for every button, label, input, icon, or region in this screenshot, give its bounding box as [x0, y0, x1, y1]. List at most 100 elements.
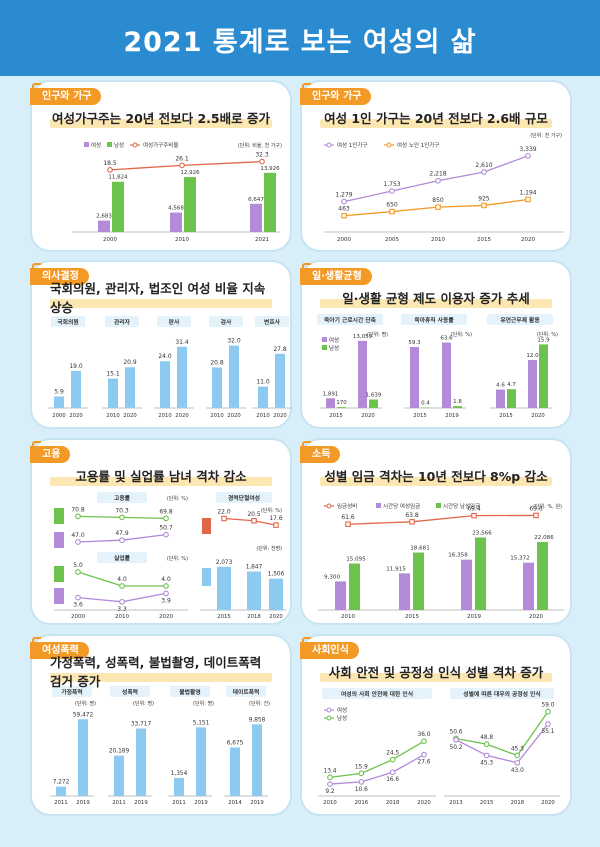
bar — [108, 378, 118, 408]
bar — [71, 370, 81, 408]
unit-label: (단위: %, 원) — [533, 503, 562, 510]
point-label: 70.8 — [71, 506, 85, 513]
bar-label: 9,300 — [324, 574, 340, 580]
point-label: 50.7 — [159, 525, 173, 532]
bar — [125, 367, 135, 408]
unit-label: (단위: %) — [167, 555, 188, 562]
point-label: 1,279 — [335, 192, 352, 199]
series-point — [389, 188, 395, 194]
legend-label: 여성 — [91, 141, 101, 149]
bar — [177, 346, 187, 408]
unemployment-female-point — [119, 598, 125, 605]
unit-label: (단위: 명) — [133, 700, 154, 707]
point-label: 27.6 — [418, 760, 431, 766]
group-header-bg — [487, 314, 553, 325]
group-header-bg — [322, 688, 432, 699]
unemployment-female-point — [75, 594, 81, 601]
ratio-line — [109, 160, 263, 171]
x-tick: 2020 — [175, 413, 189, 419]
x-tick: 2020 — [69, 413, 83, 419]
bar-label: 9,858 — [249, 717, 266, 723]
wage-ratio-line — [347, 514, 537, 525]
legend-swatch — [322, 345, 327, 350]
point-label: 43.0 — [511, 768, 524, 774]
unit-label: (단위: 천 가구) — [530, 132, 562, 139]
group-header: 국회의원 — [57, 318, 78, 326]
x-tick: 2011 — [112, 800, 125, 806]
bar-male — [349, 563, 360, 610]
bar-female — [442, 342, 451, 408]
bar-label: 59.3 — [408, 340, 421, 346]
x-tick: 2019 — [76, 800, 89, 806]
x-tick: 2010 — [158, 413, 172, 419]
bar-female — [461, 559, 472, 610]
series-point — [435, 204, 441, 210]
point-label: 69.6 — [529, 505, 543, 512]
legend-label: 임금성비 — [337, 502, 357, 510]
group-header: 여성의 사회 안전에 대한 인식 — [341, 690, 413, 698]
sex-tag-male — [54, 508, 64, 524]
x-tick: 2016 — [355, 800, 369, 806]
section-tag: 일·생활균형 — [300, 263, 372, 285]
bar-female — [523, 562, 534, 610]
x-tick: 2013 — [449, 800, 462, 806]
x-tick: 2020 — [417, 800, 431, 806]
page-title: 2021 통계로 보는 여성의 삶 — [0, 0, 600, 80]
unit-label: (단위: 천명) — [256, 545, 282, 552]
group-header: 변호사 — [264, 318, 281, 326]
point-label: 1,194 — [519, 189, 536, 196]
point-label: 36.0 — [418, 732, 431, 738]
bar-female — [399, 573, 410, 610]
ratio-tag — [202, 518, 211, 534]
career-break-ratio-point — [251, 518, 257, 524]
bar-label: 1,354 — [171, 771, 188, 777]
panel-work-life-balance: 일·생활균형 일·생활 균형 제도 이용자 증가 추세 육아기 근로시간 단축 (… — [300, 262, 570, 427]
panel-subtitle: 국회의원, 관리자, 법조인 여성 비율 지속 상승 — [50, 281, 272, 315]
x-tick: 2014 — [228, 800, 242, 806]
bar-male — [453, 406, 462, 408]
point-label: 50.6 — [450, 729, 463, 735]
legend-label: 여성 — [329, 336, 339, 344]
female-point — [453, 736, 459, 743]
point-label: 47.9 — [115, 530, 129, 537]
unit-label: (단위: %) — [167, 495, 188, 502]
group-header: 성별에 따른 대우의 공정성 인식 — [463, 690, 540, 698]
bar-male — [337, 407, 346, 408]
point-label: 48.8 — [480, 735, 493, 741]
bar-female — [335, 581, 346, 610]
bar-male — [184, 177, 196, 232]
chart-decision-making: 국회의원 5.9 2000 19.0 2020 관리자 15.1 2010 20.9 2020 판사… — [48, 316, 292, 419]
chart-household-heads: 여성 남성 여성가구주비율 (단위: 비율, 천 가구) 2,683 11,824 2000… — [72, 141, 282, 243]
x-tick: 2010 — [175, 237, 189, 243]
bar-label: 1,847 — [246, 565, 263, 571]
legend-label: 시간당 남성임금 — [443, 502, 480, 510]
bar-female — [358, 340, 367, 408]
point-label: 2,218 — [429, 171, 446, 178]
point-label: 1,753 — [383, 181, 400, 188]
employment-male-point — [119, 514, 125, 521]
bar-female — [410, 347, 419, 408]
group-header-bg — [317, 314, 383, 325]
bar-male — [537, 542, 548, 610]
chart-work-life-balance: 육아기 근로시간 단축 (단위: 명) 1,891 170 2015 13,059 1,63… — [317, 314, 558, 419]
legend-swatch — [436, 503, 441, 508]
career-break-ratio-point — [221, 515, 227, 522]
panel-household-heads: 인구와 가구 여성가구주는 20년 전보다 2.5배로 증가 여성 남성 여성가구주… — [30, 82, 290, 250]
point-label: 70.3 — [115, 507, 129, 514]
group-header-bg — [450, 688, 554, 699]
panel-subtitle: 여성가구주는 20년 전보다 2.5배로 증가 — [50, 106, 272, 128]
section-tag: 인구와 가구 — [300, 83, 372, 105]
unit-label: (단위: 건) — [249, 700, 270, 707]
count-tag — [202, 568, 211, 586]
chart-violence: 가정폭력 (단위: 명) 7,272 2011 59,472 2019 성폭력 (단위: 명)… — [50, 686, 270, 806]
x-tick: 2018 — [247, 614, 261, 620]
career-break-ratio-line — [223, 517, 277, 526]
point-label: 3.6 — [73, 602, 83, 609]
section-tag: 의사결정 — [30, 263, 89, 285]
employment-male-point — [163, 515, 169, 522]
group-header: 육아기 근로시간 단축 — [324, 316, 377, 324]
point-label: 850 — [432, 197, 444, 204]
point-label: 925 — [478, 195, 490, 202]
point-label: 20.5 — [247, 511, 261, 518]
bar-label: 1,506 — [268, 572, 285, 578]
